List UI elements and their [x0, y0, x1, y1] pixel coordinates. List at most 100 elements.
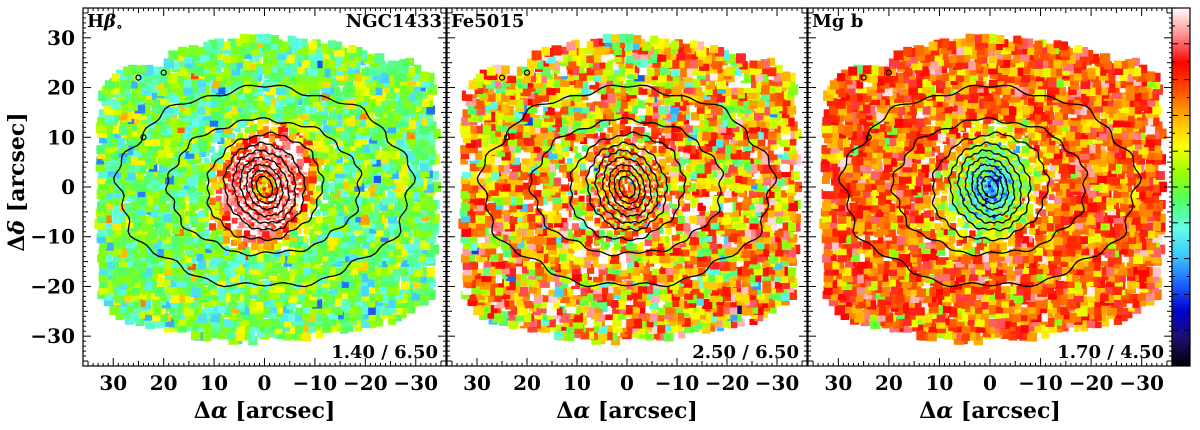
map-pixel [359, 214, 370, 225]
map-pixel [781, 110, 790, 119]
map-pixel [342, 86, 351, 95]
map-pixel [515, 298, 524, 307]
map-pixel [273, 242, 282, 251]
map-pixel [110, 276, 121, 287]
map-pixel [232, 311, 243, 322]
map-pixel [344, 181, 355, 192]
map-pixel [294, 217, 301, 224]
map-pixel [279, 213, 283, 218]
map-pixel [302, 299, 311, 308]
map-pixel [156, 203, 165, 212]
map-pixel [284, 195, 288, 199]
map-pixel [618, 305, 626, 314]
map-pixel [619, 123, 626, 130]
map-pixel [255, 261, 265, 271]
map-pixel [248, 164, 252, 169]
map-pixel [246, 192, 250, 196]
map-pixel [286, 208, 291, 212]
map-pixel [289, 229, 298, 238]
map-pixel [658, 158, 667, 167]
map-pixel [283, 217, 287, 221]
map-pixel [275, 167, 279, 171]
map-pixel [600, 150, 607, 157]
map-pixel [341, 196, 351, 206]
map-pixel [520, 112, 530, 122]
map-pixel [420, 257, 429, 266]
map-pixel [276, 225, 280, 229]
map-pixel [386, 135, 397, 146]
map-pixel [309, 232, 318, 241]
map-pixel [182, 279, 192, 290]
map-pixel [406, 197, 415, 206]
map-pixel [97, 254, 106, 263]
map-pixel [151, 136, 161, 147]
map-pixel [233, 186, 238, 190]
map-pixel [160, 96, 170, 106]
map-pixel [262, 110, 273, 121]
map-pixel [281, 184, 285, 188]
map-pixel [412, 116, 422, 126]
map-pixel [463, 266, 473, 276]
map-pixel [273, 148, 277, 152]
map-pixel [301, 164, 309, 172]
map-pixel [785, 183, 795, 193]
map-pixel [335, 143, 344, 153]
map-pixel [405, 215, 415, 225]
map-pixel [206, 65, 217, 76]
map-pixel [339, 163, 350, 174]
map-pixel [267, 202, 271, 206]
map-pixel [281, 203, 285, 207]
map-pixel [321, 73, 331, 83]
map-pixel [547, 148, 558, 159]
map-pixel [258, 178, 262, 183]
map-pixel [379, 72, 390, 84]
map-pixel [281, 219, 290, 228]
map-pixel [168, 136, 180, 147]
map-pixel [700, 312, 712, 323]
map-pixel [275, 195, 279, 199]
map-pixel [565, 323, 575, 333]
map-pixel [331, 91, 342, 102]
map-pixel [268, 228, 277, 237]
map-pixel [696, 207, 705, 216]
map-pixel [538, 305, 547, 314]
map-pixel [751, 272, 762, 283]
map-pixel [368, 183, 377, 192]
map-pixel [571, 233, 580, 242]
map-pixel [255, 305, 264, 314]
map-pixel [287, 176, 291, 180]
map-pixel [281, 323, 290, 332]
map-pixel [573, 131, 584, 142]
map-pixel [257, 111, 266, 120]
map-pixel [740, 122, 750, 131]
map-pixel [460, 233, 470, 244]
map-pixel [772, 213, 783, 224]
map-pixel [670, 145, 677, 152]
map-pixel [239, 296, 250, 307]
map-pixel [148, 276, 157, 286]
map-pixel [533, 151, 544, 161]
map-pixel [407, 141, 417, 150]
map-pixel [98, 90, 109, 101]
map-pixel [228, 298, 238, 309]
map-pixel [292, 165, 296, 169]
map-pixel [270, 203, 274, 207]
map-pixel [381, 206, 391, 216]
map-pixel [251, 242, 259, 251]
map-pixel [481, 271, 492, 282]
map-pixel [262, 246, 270, 255]
map-pixel [580, 221, 588, 230]
map-pixel [603, 133, 611, 140]
map-pixel [587, 138, 594, 146]
map-pixel [348, 265, 358, 275]
map-pixel [578, 187, 586, 194]
map-pixel [308, 253, 317, 262]
map-pixel [142, 86, 152, 96]
map-pixel [513, 219, 523, 228]
map-pixel [391, 244, 402, 255]
map-pixel [651, 259, 661, 269]
map-pixel [766, 129, 777, 140]
map-pixel [772, 291, 782, 301]
map-pixel [104, 125, 113, 134]
map-pixel [771, 156, 781, 165]
